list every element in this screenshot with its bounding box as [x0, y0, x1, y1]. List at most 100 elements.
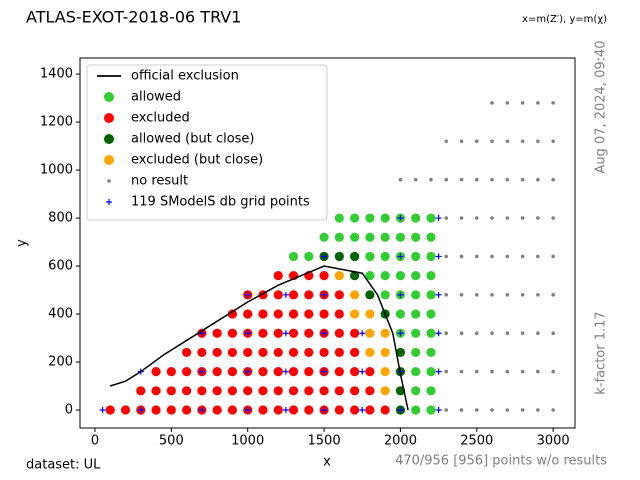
point	[365, 328, 375, 338]
point	[536, 369, 540, 374]
point	[490, 331, 494, 336]
point	[273, 328, 283, 338]
point	[227, 347, 238, 358]
point	[551, 331, 555, 336]
point	[365, 290, 375, 300]
grid-point	[435, 330, 442, 337]
point	[304, 386, 314, 396]
point	[505, 293, 510, 297]
point	[426, 309, 436, 319]
point	[182, 386, 192, 396]
point	[319, 271, 329, 281]
point	[474, 331, 479, 336]
point	[120, 405, 131, 415]
point	[426, 251, 436, 262]
grid-point	[244, 407, 251, 414]
point	[227, 367, 238, 377]
point	[304, 405, 314, 415]
point	[212, 347, 222, 358]
point	[334, 347, 344, 358]
point	[411, 232, 421, 242]
point	[243, 347, 253, 358]
point	[505, 216, 510, 220]
point	[319, 386, 329, 396]
point	[520, 293, 525, 297]
point	[288, 405, 299, 415]
point	[380, 290, 390, 300]
point	[520, 139, 525, 144]
point	[459, 293, 464, 297]
grid-point	[198, 368, 205, 375]
point	[380, 328, 390, 338]
k-factor: k-factor 1.17	[594, 311, 609, 394]
point	[304, 367, 314, 377]
point	[288, 347, 299, 358]
legend-label: 119 SModelS db grid points	[131, 195, 310, 210]
point	[334, 271, 344, 281]
point	[395, 271, 406, 281]
point	[413, 177, 418, 182]
plot-frame	[79, 57, 576, 429]
point	[459, 216, 464, 220]
y-axis-label: y	[15, 239, 30, 247]
point	[551, 101, 555, 105]
point	[395, 309, 406, 319]
point	[459, 254, 464, 259]
y-tick-label: 200	[48, 355, 73, 370]
exclusion-line	[110, 265, 409, 411]
point	[334, 213, 344, 223]
point	[444, 254, 449, 259]
grid-point	[359, 330, 366, 337]
x-tick-label: 1000	[231, 434, 264, 449]
grid-point	[321, 368, 328, 375]
point	[444, 177, 449, 182]
point	[505, 369, 510, 374]
point	[536, 216, 540, 220]
y-tick-label: 1200	[40, 115, 73, 130]
point	[536, 293, 540, 297]
grid-point	[321, 330, 328, 337]
point	[288, 367, 299, 377]
grid-point	[137, 407, 144, 414]
point	[426, 213, 436, 223]
point	[365, 213, 375, 223]
point	[334, 290, 344, 300]
point	[227, 309, 238, 319]
grid-point	[397, 407, 404, 414]
point	[273, 309, 283, 319]
point	[166, 367, 176, 377]
grid-point	[244, 330, 251, 337]
point	[288, 251, 299, 262]
point	[520, 369, 525, 374]
point	[350, 232, 360, 242]
point	[536, 331, 540, 336]
point	[551, 369, 555, 374]
point	[273, 347, 283, 358]
point	[350, 386, 360, 396]
legend-label: excluded	[131, 111, 190, 126]
point	[490, 293, 494, 297]
point	[395, 386, 406, 396]
point	[334, 367, 344, 377]
point	[273, 271, 283, 281]
point	[365, 309, 375, 319]
legend-label: official exclusion	[131, 69, 239, 84]
point	[304, 251, 314, 262]
points-note: 470/956 [956] points w/o results	[395, 454, 607, 469]
point	[505, 331, 510, 336]
chart-title: ATLAS-EXOT-2018-06 TRV1	[26, 8, 241, 27]
point	[304, 347, 314, 358]
point	[459, 369, 464, 374]
point	[459, 177, 464, 182]
point	[151, 405, 161, 415]
point	[334, 251, 344, 262]
point	[151, 386, 161, 396]
point	[258, 367, 268, 377]
point	[350, 290, 360, 300]
point	[411, 367, 421, 377]
point	[136, 386, 146, 396]
legend-label: allowed	[131, 90, 181, 105]
point	[536, 408, 540, 412]
point	[395, 232, 406, 242]
point	[520, 216, 525, 220]
